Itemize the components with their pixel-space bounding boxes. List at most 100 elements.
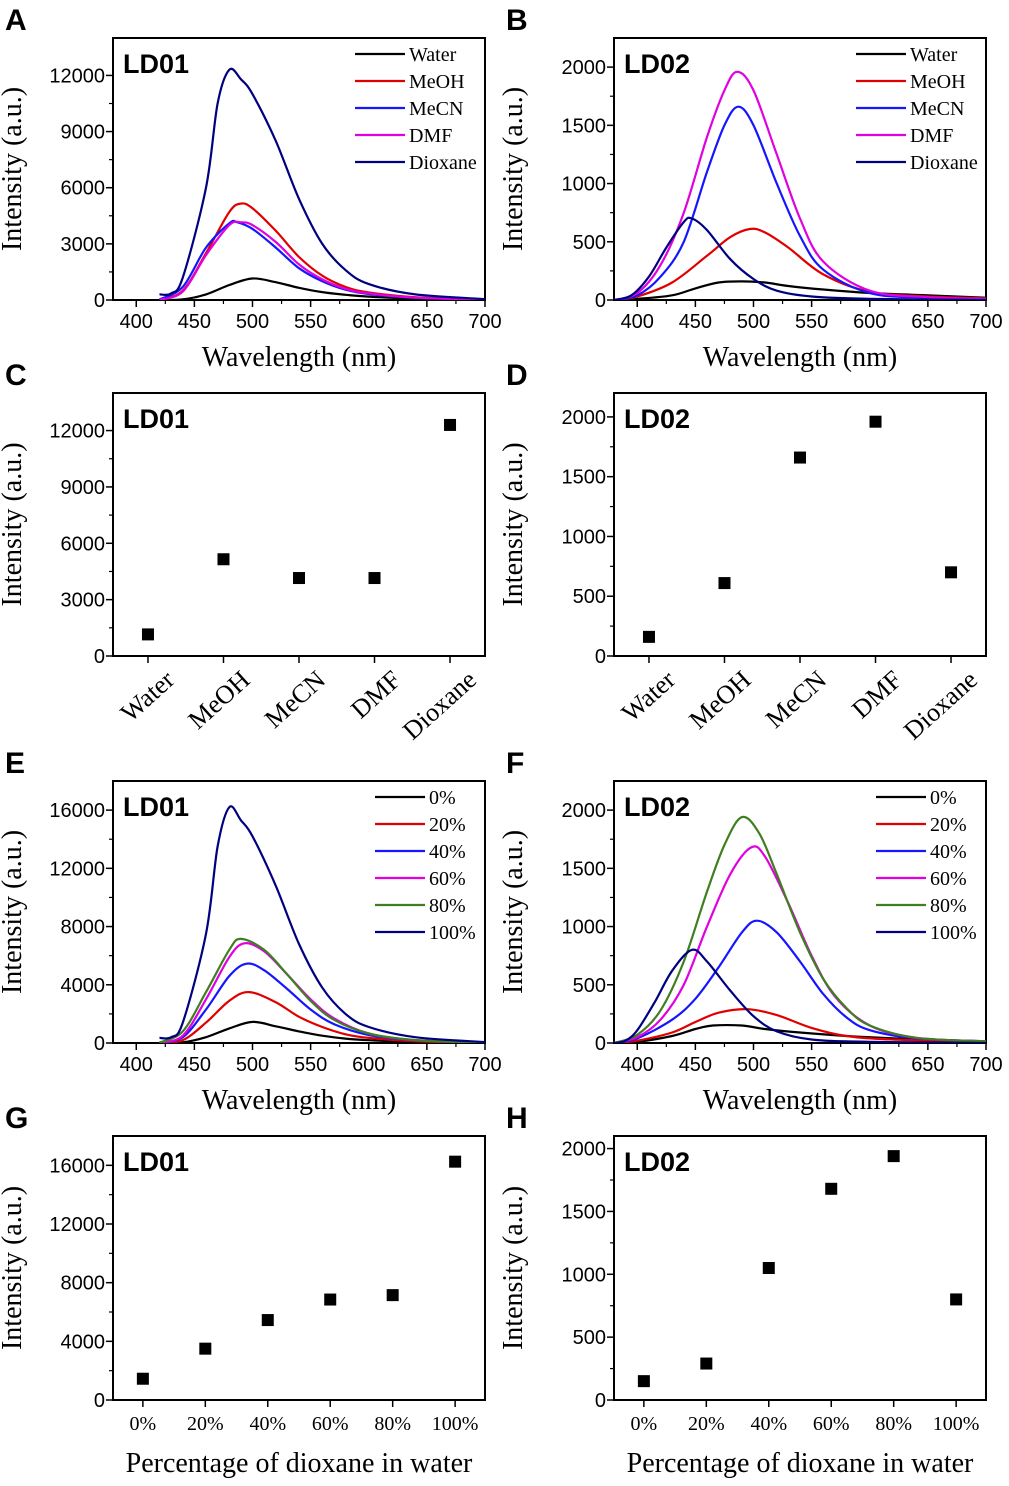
panel-label: LD02 — [624, 49, 690, 79]
y-tick-label: 6000 — [61, 178, 106, 200]
legend-label: DMF — [409, 125, 452, 147]
y-axis-title: Intensity (a.u.) — [0, 830, 28, 994]
x-tick-label: 550 — [294, 1054, 327, 1076]
y-tick-label: 1500 — [562, 467, 607, 489]
y-tick-label: 0 — [595, 1390, 606, 1412]
x-tick-label: 400 — [120, 1054, 153, 1076]
y-tick-label: 9000 — [61, 477, 106, 499]
x-category-label: DMF — [846, 665, 907, 724]
x-tick-label: 600 — [352, 311, 385, 333]
x-category-label: Water — [115, 665, 180, 728]
data-point — [642, 630, 655, 643]
legend-label: Dioxane — [910, 152, 978, 174]
y-tick-label: 1500 — [562, 1201, 607, 1223]
legend-label: 100% — [930, 922, 977, 944]
data-point — [368, 572, 381, 585]
x-tick-label: 700 — [969, 1054, 1002, 1076]
panel-a: A LD01 0 3000 6000 9000 12000 Intensity (a.u.) 4… — [0, 4, 502, 373]
x-category-label: 60% — [312, 1413, 349, 1435]
y-axis-title: Intensity (a.u.) — [498, 442, 529, 606]
data-point — [945, 566, 958, 579]
panel-e: E LD01 0 4000 8000 12000 16000 Intensity (a.u.)… — [0, 747, 502, 1116]
legend-label: MeOH — [409, 71, 465, 93]
y-tick-label: 500 — [573, 975, 606, 997]
plot-frame — [112, 780, 486, 1044]
x-category-label: 80% — [875, 1413, 912, 1435]
legend-label: Dioxane — [409, 152, 477, 174]
x-tick-label: 400 — [120, 311, 153, 333]
y-tick-label: 500 — [573, 1327, 606, 1349]
panel-label: LD01 — [123, 49, 189, 79]
x-tick-label: 550 — [294, 311, 327, 333]
x-tick-label: 500 — [236, 311, 269, 333]
y-tick-label: 2000 — [562, 57, 607, 79]
x-category-label: Dioxane — [397, 665, 482, 745]
data-point — [637, 1375, 650, 1388]
legend-label: 80% — [930, 895, 967, 917]
series-line-dioxane — [159, 67, 485, 300]
x-tick-label: 400 — [621, 1054, 654, 1076]
y-tick-label: 2000 — [562, 1139, 607, 1161]
y-axis-title: Intensity (a.u.) — [0, 87, 28, 251]
panel-f: F LD02 0 500 1000 1500 2000 Intensity (a.u.) 400… — [498, 747, 1003, 1116]
y-tick-label: 500 — [573, 586, 606, 608]
series-line-0pct — [614, 1024, 986, 1043]
y-tick-label: 8000 — [61, 1273, 106, 1295]
series-line-mecn — [158, 219, 485, 300]
x-axis-title: Wavelength (nm) — [703, 342, 897, 373]
y-tick-label: 0 — [94, 1390, 105, 1412]
x-category-label: 0% — [130, 1413, 157, 1435]
x-tick-label: 500 — [737, 311, 770, 333]
x-tick-label: 400 — [621, 311, 654, 333]
x-category-label: 100% — [432, 1413, 479, 1435]
panel-label: LD01 — [123, 792, 189, 822]
data-point — [825, 1182, 838, 1195]
legend-label: 40% — [429, 841, 466, 863]
x-tick-label: 450 — [178, 311, 211, 333]
legend-label: 20% — [429, 814, 466, 836]
panel-letter: C — [5, 359, 27, 392]
legend-label: 0% — [429, 787, 456, 809]
y-axis-title: Intensity (a.u.) — [0, 442, 28, 606]
y-tick-label: 6000 — [61, 533, 106, 555]
data-point — [449, 1155, 462, 1168]
y-tick-label: 4000 — [61, 1331, 106, 1353]
y-tick-label: 3000 — [61, 590, 106, 612]
data-point — [887, 1150, 900, 1163]
y-axis-title: Intensity (a.u.) — [0, 1186, 28, 1350]
x-category-label: 80% — [374, 1413, 411, 1435]
y-tick-label: 16000 — [49, 1155, 105, 1177]
x-tick-label: 450 — [178, 1054, 211, 1076]
y-tick-label: 16000 — [49, 800, 105, 822]
legend-label: MeCN — [910, 98, 964, 120]
x-tick-label: 600 — [853, 311, 886, 333]
legend-label: MeOH — [910, 71, 966, 93]
series-line-100pct — [614, 948, 986, 1043]
plot-frame — [613, 1135, 987, 1401]
y-tick-label: 1000 — [562, 174, 607, 196]
data-point — [718, 577, 731, 590]
y-tick-label: 4000 — [61, 975, 106, 997]
x-tick-label: 500 — [236, 1054, 269, 1076]
series-line-80pct — [614, 815, 986, 1043]
panel-letter: A — [5, 4, 27, 37]
data-point — [950, 1293, 963, 1306]
x-category-label: 20% — [688, 1413, 725, 1435]
panel-g: G LD01 0 4000 8000 12000 16000 Intensity (a.u.)… — [0, 1102, 486, 1479]
y-tick-label: 1500 — [562, 115, 607, 137]
legend-label: 60% — [930, 868, 967, 890]
y-tick-label: 0 — [595, 646, 606, 668]
y-axis-title: Intensity (a.u.) — [498, 1186, 529, 1350]
series-line-0pct — [159, 1020, 485, 1043]
x-category-label: 40% — [750, 1413, 787, 1435]
panel-letter: H — [506, 1102, 528, 1135]
panel-d: D LD02 0 500 1000 1500 2000 Intensity (a.u.) Wat… — [498, 359, 987, 745]
legend-label: 40% — [930, 841, 967, 863]
y-tick-label: 12000 — [49, 65, 105, 87]
x-category-label: MeCN — [259, 665, 331, 734]
x-tick-label: 700 — [468, 1054, 501, 1076]
panel-letter: E — [5, 747, 25, 780]
series-line-20pct — [159, 990, 485, 1043]
series-line-80pct — [159, 937, 485, 1043]
x-axis-title: Wavelength (nm) — [703, 1085, 897, 1116]
